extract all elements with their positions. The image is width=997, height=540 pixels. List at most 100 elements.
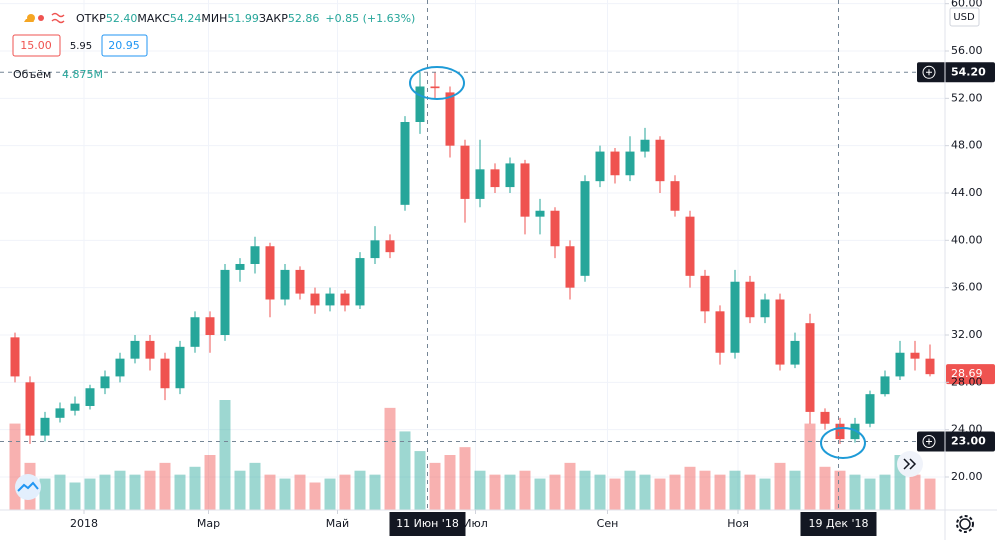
volume-pane: [9, 400, 936, 510]
candle-body: [700, 275, 710, 312]
volume-bar: [474, 470, 486, 510]
sell-price[interactable]: 15.00: [20, 39, 52, 52]
volume-bar: [84, 478, 96, 510]
crosshair-price-label: 54.20: [951, 65, 986, 78]
candle-body: [640, 139, 650, 152]
candle-body: [385, 240, 395, 253]
buy-button[interactable]: [101, 34, 148, 57]
volume-bar: [594, 474, 606, 510]
add-level-icon[interactable]: [922, 65, 936, 79]
volume-bar: [384, 407, 396, 510]
candle-body: [565, 246, 575, 288]
candle-body: [175, 346, 185, 389]
candle-body: [865, 394, 875, 424]
candle-body: [415, 86, 425, 122]
volume-bar: [894, 455, 906, 510]
candle-body: [715, 311, 725, 353]
volume-bar: [534, 478, 546, 510]
volume-bar: [159, 462, 171, 510]
volume-bar: [279, 478, 291, 510]
annotation-ellipse: [409, 66, 465, 100]
candle-body: [280, 269, 290, 300]
volume-bar: [834, 470, 846, 510]
x-tick-label: Мар: [197, 517, 220, 530]
volume-bar: [414, 451, 426, 510]
volume-bar: [324, 478, 336, 510]
last-price-box: [946, 364, 995, 385]
candle-body: [775, 299, 785, 365]
x-tick-label: Ноя: [727, 517, 749, 530]
buy-price[interactable]: 20.95: [108, 39, 140, 52]
candle-body: [730, 281, 740, 353]
crosshair-price-label: 23.00: [951, 434, 986, 447]
candle-body: [685, 216, 695, 276]
candle-body: [835, 423, 845, 440]
volume-bar: [564, 462, 576, 510]
candle-body: [655, 139, 665, 182]
volume-bar: [624, 470, 636, 510]
volume-bar: [204, 455, 216, 510]
volume-bar: [789, 470, 801, 510]
spread: 5.95: [70, 41, 92, 52]
y-tick-label: 20.00: [951, 470, 983, 483]
scroll-button[interactable]: [897, 451, 923, 477]
candle-body: [490, 169, 500, 188]
candle-body: [460, 145, 470, 199]
volume-bar: [804, 423, 816, 510]
candle-body: [370, 240, 380, 259]
candle-body: [100, 376, 110, 389]
volume-bar: [189, 466, 201, 510]
volume-bar: [294, 474, 306, 510]
y-tick-label: 32.00: [951, 328, 983, 341]
crosshair-date-label: 11 Июн '18: [396, 517, 459, 530]
candle-body: [925, 358, 935, 375]
x-tick-label: Июл: [463, 517, 488, 530]
candle-body: [310, 293, 320, 306]
crosshair-date-label: 19 Дек '18: [808, 517, 868, 530]
currency[interactable]: USD: [953, 12, 975, 23]
volume-bar: [369, 474, 381, 510]
volume-bar: [39, 478, 51, 510]
volume-bar: [684, 466, 696, 510]
volume-bar: [654, 478, 666, 510]
candle-body: [160, 358, 170, 389]
candle-body: [430, 86, 440, 89]
volume-bar: [234, 470, 246, 510]
candle-body: [295, 269, 305, 294]
candle-body: [325, 293, 335, 306]
x-tick-label: 2018: [70, 517, 98, 530]
volume-bar: [549, 474, 561, 510]
settings-icon[interactable]: [956, 515, 974, 533]
currency-box[interactable]: [949, 7, 980, 27]
price-label-box: [917, 431, 995, 452]
volume-bar: [864, 478, 876, 510]
volume-bar: [249, 462, 261, 510]
legend-change: +0.85 (+1.63%): [325, 12, 415, 25]
volume-bar: [729, 470, 741, 510]
legend-label: ЗАКР: [259, 12, 288, 25]
x-tick-label: Сен: [597, 517, 619, 530]
volume-bar: [609, 478, 621, 510]
candle-body: [220, 269, 230, 335]
volume-bar: [504, 474, 516, 510]
candle-body: [520, 163, 530, 217]
candle-body: [40, 417, 50, 436]
y-tick-label: 44.00: [951, 186, 983, 199]
volume-bar: [399, 431, 411, 510]
candle-body: [880, 376, 890, 395]
legend-value: 52.86: [288, 12, 320, 25]
volume-bar: [714, 474, 726, 510]
grid: [0, 0, 945, 510]
volume-bar: [879, 474, 891, 510]
candle-body: [145, 340, 155, 359]
y-tick-label: 28.00: [951, 375, 983, 388]
sell-button[interactable]: [12, 34, 61, 57]
volume-bar: [144, 470, 156, 510]
add-level-icon[interactable]: [922, 434, 936, 448]
volume-bar: [444, 455, 456, 510]
y-tick-label: 24.00: [951, 423, 983, 436]
volume-label: Объём: [13, 68, 51, 81]
candles: [10, 71, 935, 444]
